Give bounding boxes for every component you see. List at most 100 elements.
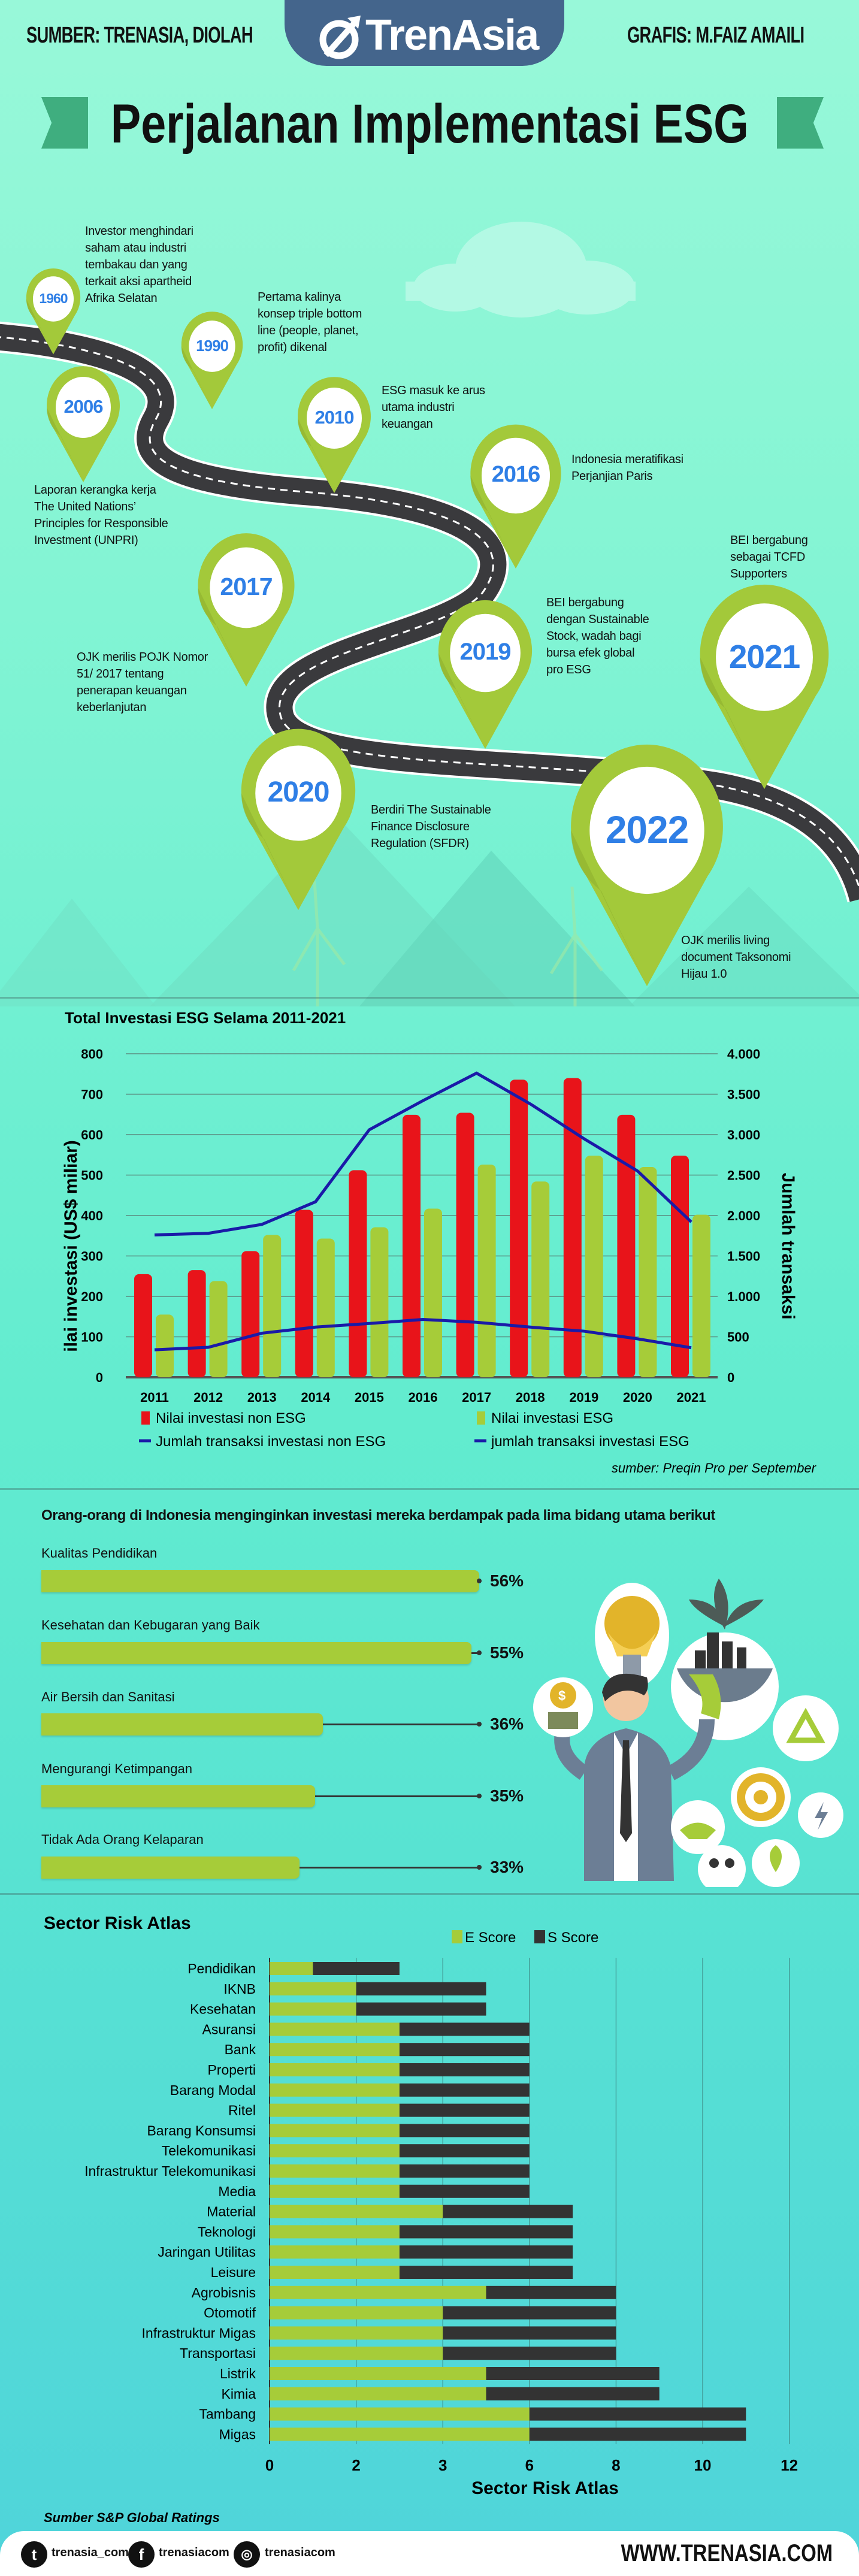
twitter-icon[interactable]: t xyxy=(21,2541,47,2568)
bar-non-esg-2015 xyxy=(349,1170,367,1377)
sector-label: Material xyxy=(207,2204,256,2220)
leader-dot xyxy=(477,1794,482,1798)
y-right-tick-label: 1.500 xyxy=(727,1249,760,1264)
s-score-bar xyxy=(399,2043,530,2057)
sector-label: Barang Konsumsi xyxy=(147,2123,256,2138)
y-tick-label: 300 xyxy=(81,1249,103,1264)
cloud-decoration xyxy=(406,222,636,318)
y-tick-label: 700 xyxy=(81,1087,103,1102)
impact-area-value: 35% xyxy=(490,1786,524,1805)
y-right-tick-label: 2.500 xyxy=(727,1168,760,1183)
s-score-bar xyxy=(443,2347,616,2360)
sector-label: Barang Modal xyxy=(170,2082,256,2098)
impact-area-bar xyxy=(41,1570,479,1592)
s-score-bar xyxy=(399,2083,530,2097)
timeline-year: 2020 xyxy=(267,776,330,809)
leader-dot xyxy=(477,1865,482,1870)
leader-line xyxy=(299,1867,479,1868)
sector-label: Telekomunikasi xyxy=(162,2143,256,2158)
lightning-icon xyxy=(798,1792,843,1838)
x-tick-label: 2016 xyxy=(409,1390,438,1405)
e-score-bar xyxy=(270,2266,400,2279)
instagram-icon[interactable]: ◎ xyxy=(234,2541,260,2568)
x-tick-label: 12 xyxy=(781,2456,798,2474)
bar-non-esg-2011 xyxy=(134,1274,152,1377)
facebook-handle[interactable]: trenasiacom xyxy=(159,2546,229,2559)
s-score-bar xyxy=(443,2326,616,2340)
legend-label: Nilai investasi non ESG xyxy=(156,1410,306,1426)
facebook-icon[interactable]: f xyxy=(128,2541,155,2568)
x-tick-label: 0 xyxy=(265,2456,274,2474)
s-score-bar xyxy=(486,2285,616,2299)
legend-label: S Score xyxy=(548,1930,598,1946)
people-icon xyxy=(698,1845,746,1887)
y-right-axis-title: Jumlah transaksi xyxy=(778,1172,798,1319)
timeline-year: 2016 xyxy=(491,462,541,488)
y-right-tick-label: 3.500 xyxy=(727,1087,760,1102)
map-pin-icon xyxy=(571,744,723,987)
timeline-year: 2010 xyxy=(314,407,355,428)
x-tick-label: 2018 xyxy=(516,1390,545,1405)
bar-esg-2017 xyxy=(477,1164,496,1377)
bar-esg-2016 xyxy=(424,1208,442,1377)
map-pin-icon xyxy=(26,268,81,355)
s-score-bar xyxy=(399,2063,530,2076)
s-score-bar xyxy=(399,2144,530,2158)
e-score-bar xyxy=(270,2306,443,2320)
sector-label: Infrastruktur Telekomunikasi xyxy=(84,2163,256,2179)
legend-label: E Score xyxy=(465,1930,516,1946)
map-pin-icon xyxy=(438,600,533,749)
timeline-year: 2019 xyxy=(459,639,512,665)
website-link[interactable]: WWW.TRENASIA.COM xyxy=(574,2540,833,2567)
e-score-bar xyxy=(270,2387,486,2400)
legend-label: jumlah transaksi investasi ESG xyxy=(491,1434,689,1450)
y-tick-label: 200 xyxy=(81,1289,103,1304)
s-score-bar xyxy=(443,2205,573,2218)
s-score-bar xyxy=(443,2306,616,2320)
timeline-year: 1990 xyxy=(196,337,229,355)
e-score-bar xyxy=(270,2205,443,2218)
x-tick-label: 8 xyxy=(612,2456,620,2474)
plant-hand-icon xyxy=(752,1839,800,1887)
bar-esg-2011 xyxy=(156,1314,174,1377)
map-pin-icon xyxy=(181,312,243,410)
y-right-tick-label: 0 xyxy=(727,1370,734,1385)
sector-label: Leisure xyxy=(211,2264,256,2280)
y-right-tick-label: 1.000 xyxy=(727,1289,760,1304)
s-score-bar xyxy=(529,2427,746,2441)
s-score-bar xyxy=(399,2245,573,2259)
y-right-tick-label: 500 xyxy=(727,1330,749,1345)
section-divider xyxy=(0,997,859,999)
bar-esg-2013 xyxy=(263,1235,282,1377)
globe-city-icon xyxy=(671,1579,779,1740)
sector-label: Bank xyxy=(225,2042,256,2057)
twitter-handle[interactable]: trenasia_com xyxy=(52,2546,129,2559)
s-score-bar xyxy=(356,1982,486,1996)
leader-dot xyxy=(477,1650,482,1655)
x-tick-label: 2011 xyxy=(140,1390,169,1405)
sector-risk-chart: Sector Risk Atlas E Score S Score 0 2 3 6 8 10 12… xyxy=(44,1913,798,2525)
e-score-bar xyxy=(270,2022,400,2036)
timeline-event-text: Investor menghindari saham atau industri… xyxy=(85,225,193,305)
sector-label: Pendidikan xyxy=(187,1961,256,1976)
x-tick-label: 2013 xyxy=(247,1390,277,1405)
impact-area-bar xyxy=(41,1642,471,1664)
instagram-handle[interactable]: trenasiacom xyxy=(265,2546,335,2559)
investment-chart: Total Investasi ESG Selama 2011-2021 0 100… xyxy=(61,1009,817,1476)
handshake-icon xyxy=(671,1800,725,1854)
bar-non-esg-2019 xyxy=(563,1078,582,1377)
y-tick-label: 500 xyxy=(81,1168,103,1183)
sector-label: Listrik xyxy=(220,2366,256,2381)
y-tick-label: 400 xyxy=(81,1208,103,1223)
s-score-bar xyxy=(399,2022,530,2036)
s-score-bar xyxy=(399,2184,530,2198)
s-score-bar xyxy=(399,2103,530,2117)
e-score-bar xyxy=(270,2285,486,2299)
impact-area-value: 36% xyxy=(490,1715,524,1733)
sector-label: Transportasi xyxy=(180,2345,256,2361)
sector-label: Kesehatan xyxy=(190,2001,256,2017)
e-score-bar xyxy=(270,2225,400,2239)
e-score-bar xyxy=(270,2043,400,2057)
map-pin-icon xyxy=(241,728,356,911)
x-tick-label: 6 xyxy=(525,2456,534,2474)
